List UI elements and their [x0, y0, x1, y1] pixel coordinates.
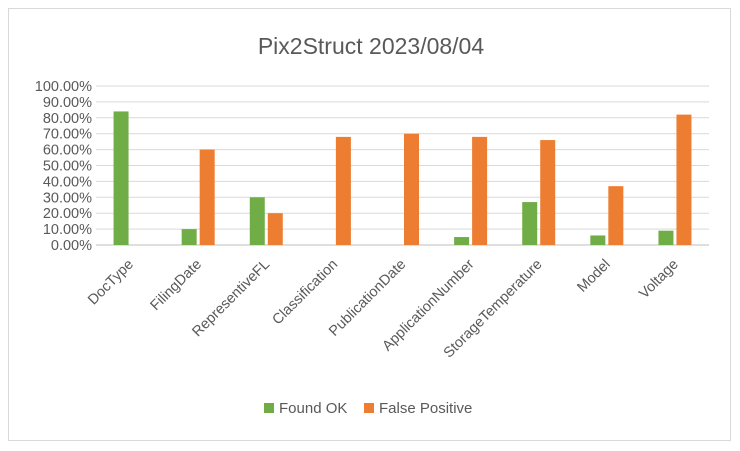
- y-tick-label: 60.00%: [43, 143, 92, 159]
- y-tick-label: 100.00%: [35, 79, 92, 95]
- chart-title: Pix2Struct 2023/08/04: [258, 33, 485, 59]
- y-tick-label: 90.00%: [43, 95, 92, 111]
- bar-false-positive: [335, 136, 351, 245]
- y-tick-label: 50.00%: [43, 159, 92, 175]
- x-category-label: Classification: [270, 257, 342, 329]
- x-category-label: FilingDate: [148, 257, 205, 314]
- x-category-label: DocType: [85, 257, 137, 309]
- bar-false-positive: [472, 136, 488, 245]
- bars: [113, 111, 692, 246]
- bar-found-ok: [454, 237, 470, 245]
- y-tick-label: 10.00%: [43, 222, 92, 238]
- y-tick-label: 20.00%: [43, 206, 92, 222]
- y-tick-label: 30.00%: [43, 190, 92, 206]
- bar-found-ok: [658, 230, 674, 245]
- y-tick-label: 0.00%: [51, 238, 92, 254]
- bar-found-ok: [590, 235, 606, 245]
- bar-found-ok: [181, 229, 197, 245]
- bar-false-positive: [199, 149, 215, 245]
- legend: Found OK False Positive: [264, 400, 472, 417]
- legend-swatch: [264, 403, 274, 413]
- x-category-label: Model: [574, 257, 613, 296]
- bar-false-positive: [404, 133, 419, 245]
- bar-found-ok: [522, 202, 538, 245]
- bar-found-ok: [249, 197, 265, 245]
- x-category-label: Voltage: [636, 257, 682, 303]
- y-tick-label: 70.00%: [43, 127, 92, 143]
- bar-found-ok: [113, 111, 129, 245]
- legend-label: Found OK: [279, 400, 347, 417]
- legend-swatch: [364, 403, 374, 413]
- legend-label: False Positive: [379, 400, 472, 417]
- x-axis-category-labels: DocType FilingDateRepresentiveFLClassific…: [85, 256, 682, 361]
- bar-false-positive: [608, 186, 624, 245]
- gridlines: [96, 85, 709, 246]
- y-tick-label: 80.00%: [43, 111, 92, 127]
- bar-false-positive: [267, 213, 283, 245]
- bar-false-positive: [676, 114, 692, 246]
- y-axis-tick-labels: 0.00%10.00%20.00%30.00%40.00%50.00%60.00…: [35, 79, 92, 254]
- chart-frame: Pix2Struct 2023/08/04 0.00% 10.00% 20.00% 3…: [8, 8, 731, 441]
- bar-false-positive: [540, 140, 556, 245]
- y-tick-label: 40.00%: [43, 174, 92, 190]
- bar-chart: Pix2Struct 2023/08/04 0.00%10.00%20.00%3…: [35, 33, 709, 417]
